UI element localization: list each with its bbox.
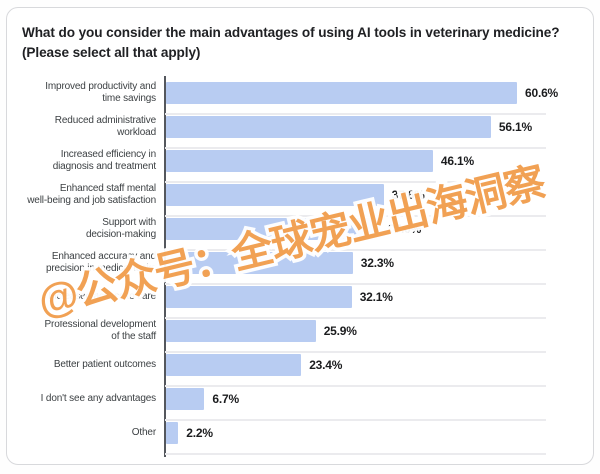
value-label: 56.1% bbox=[498, 120, 532, 134]
category-label-line: Enhanced accuracy and bbox=[51, 250, 156, 262]
bar-row: Enhanced staff mental well-being and job … bbox=[24, 182, 578, 218]
bar bbox=[165, 388, 205, 410]
category-label-line: decision-making bbox=[85, 229, 156, 240]
bar-row: Enhanced accuracy and precision in medica… bbox=[24, 250, 578, 286]
bar bbox=[165, 286, 352, 308]
category-label-line: Support with bbox=[102, 216, 156, 228]
value-label: 2.2% bbox=[186, 426, 213, 440]
bar bbox=[165, 252, 353, 274]
category-label-line: Enhanced staff mental bbox=[59, 182, 156, 194]
category-label-line: Reduced administrative bbox=[54, 114, 156, 126]
category-label-line: Increased access to care bbox=[48, 290, 156, 302]
category-label-line: Other bbox=[131, 426, 156, 438]
value-label: 32.3% bbox=[360, 256, 394, 270]
category-label: Enhanced accuracy and precision in medica… bbox=[45, 250, 156, 275]
category-label: Support with decision-making bbox=[85, 216, 156, 241]
bar-row: Support with decision-making 37.0% bbox=[24, 216, 578, 252]
category-label-line: Increased efficiency in bbox=[60, 148, 156, 160]
bar-plot-area: 37.0% bbox=[165, 218, 578, 240]
bar-row: I don't see any advantages 6.7% bbox=[24, 388, 577, 422]
bar-row: Other 2.2% bbox=[24, 422, 577, 456]
value-label: 60.6% bbox=[525, 86, 559, 100]
bar-row: Professional development of the staff 25.9… bbox=[24, 318, 578, 354]
bar-plot-area: 56.1% bbox=[165, 116, 578, 138]
category-label: Professional development of the staff bbox=[44, 318, 157, 343]
value-label: 37.6% bbox=[391, 188, 425, 202]
bar bbox=[165, 150, 433, 172]
category-label: Reduced administrative workload bbox=[54, 114, 156, 139]
chart-title-line1: What do you consider the main advantages… bbox=[22, 25, 560, 40]
value-label: 6.7% bbox=[212, 392, 239, 406]
bar bbox=[165, 422, 179, 444]
category-label-line: diagnosis and treatment bbox=[52, 161, 156, 172]
bar-row: Better patient outcomes 23.4% bbox=[24, 354, 577, 388]
category-label: Improved productivity and time savings bbox=[45, 80, 156, 105]
bar-plot-area: 37.6% bbox=[165, 184, 578, 206]
category-label: I don't see any advantages bbox=[41, 388, 156, 410]
bar bbox=[165, 354, 302, 376]
value-label: 23.4% bbox=[309, 358, 343, 372]
bar-plot-area: 2.2% bbox=[165, 422, 578, 444]
category-label: Increased efficiency in diagnosis and tre… bbox=[52, 148, 156, 173]
category-label: Increased access to care bbox=[48, 286, 156, 308]
bar bbox=[165, 320, 316, 342]
category-label-line: of the staff bbox=[111, 331, 156, 342]
bar bbox=[165, 184, 384, 206]
bar-plot-area: 6.7% bbox=[165, 388, 578, 410]
chart-title: What do you consider the main advantages… bbox=[22, 23, 575, 63]
bar-row: Reduced administrative workload 56.1% bbox=[24, 114, 578, 150]
category-label-line: Improved productivity and bbox=[45, 80, 156, 92]
value-label: 37.0% bbox=[388, 222, 422, 236]
value-label: 32.1% bbox=[359, 290, 393, 304]
category-label-line: workload bbox=[117, 127, 156, 138]
bar-plot-area: 60.6% bbox=[165, 82, 578, 104]
category-label-line: Professional development bbox=[44, 318, 157, 330]
category-label-line: time savings bbox=[102, 93, 156, 104]
y-axis-line bbox=[164, 76, 166, 457]
survey-chart-card: What do you consider the main advantages… bbox=[6, 7, 594, 465]
bar-plot-area: 32.1% bbox=[165, 286, 578, 308]
category-label-line: precision in medical tasks bbox=[45, 263, 156, 274]
chart-title-line2: (Please select all that apply) bbox=[22, 45, 201, 60]
bar bbox=[165, 82, 517, 104]
category-label: Better patient outcomes bbox=[54, 354, 156, 376]
bar-plot-area: 46.1% bbox=[165, 150, 578, 172]
bar-plot-area: 23.4% bbox=[165, 354, 578, 376]
value-label: 25.9% bbox=[323, 324, 357, 338]
bar-row: Increased access to care 32.1% bbox=[24, 286, 577, 320]
bar bbox=[165, 218, 381, 240]
category-label-line: I don't see any advantages bbox=[40, 392, 156, 404]
category-label-line: well-being and job satisfaction bbox=[27, 195, 156, 206]
bar-row: Improved productivity and time savings 60.… bbox=[24, 80, 578, 116]
category-label: Enhanced staff mental well-being and job … bbox=[27, 182, 156, 207]
category-label-line: Better patient outcomes bbox=[53, 358, 156, 370]
bar-plot-area: 25.9% bbox=[165, 320, 578, 342]
value-label: 46.1% bbox=[440, 154, 474, 168]
bar-rows-container: Improved productivity and time savings 60.… bbox=[24, 80, 578, 456]
category-label: Other bbox=[132, 422, 156, 444]
bar-row: Increased efficiency in diagnosis and tre… bbox=[24, 148, 578, 184]
bar-plot-area: 32.3% bbox=[165, 252, 578, 274]
bar bbox=[165, 116, 491, 138]
horizontal-bar-chart: Improved productivity and time savings 60.… bbox=[24, 76, 578, 457]
